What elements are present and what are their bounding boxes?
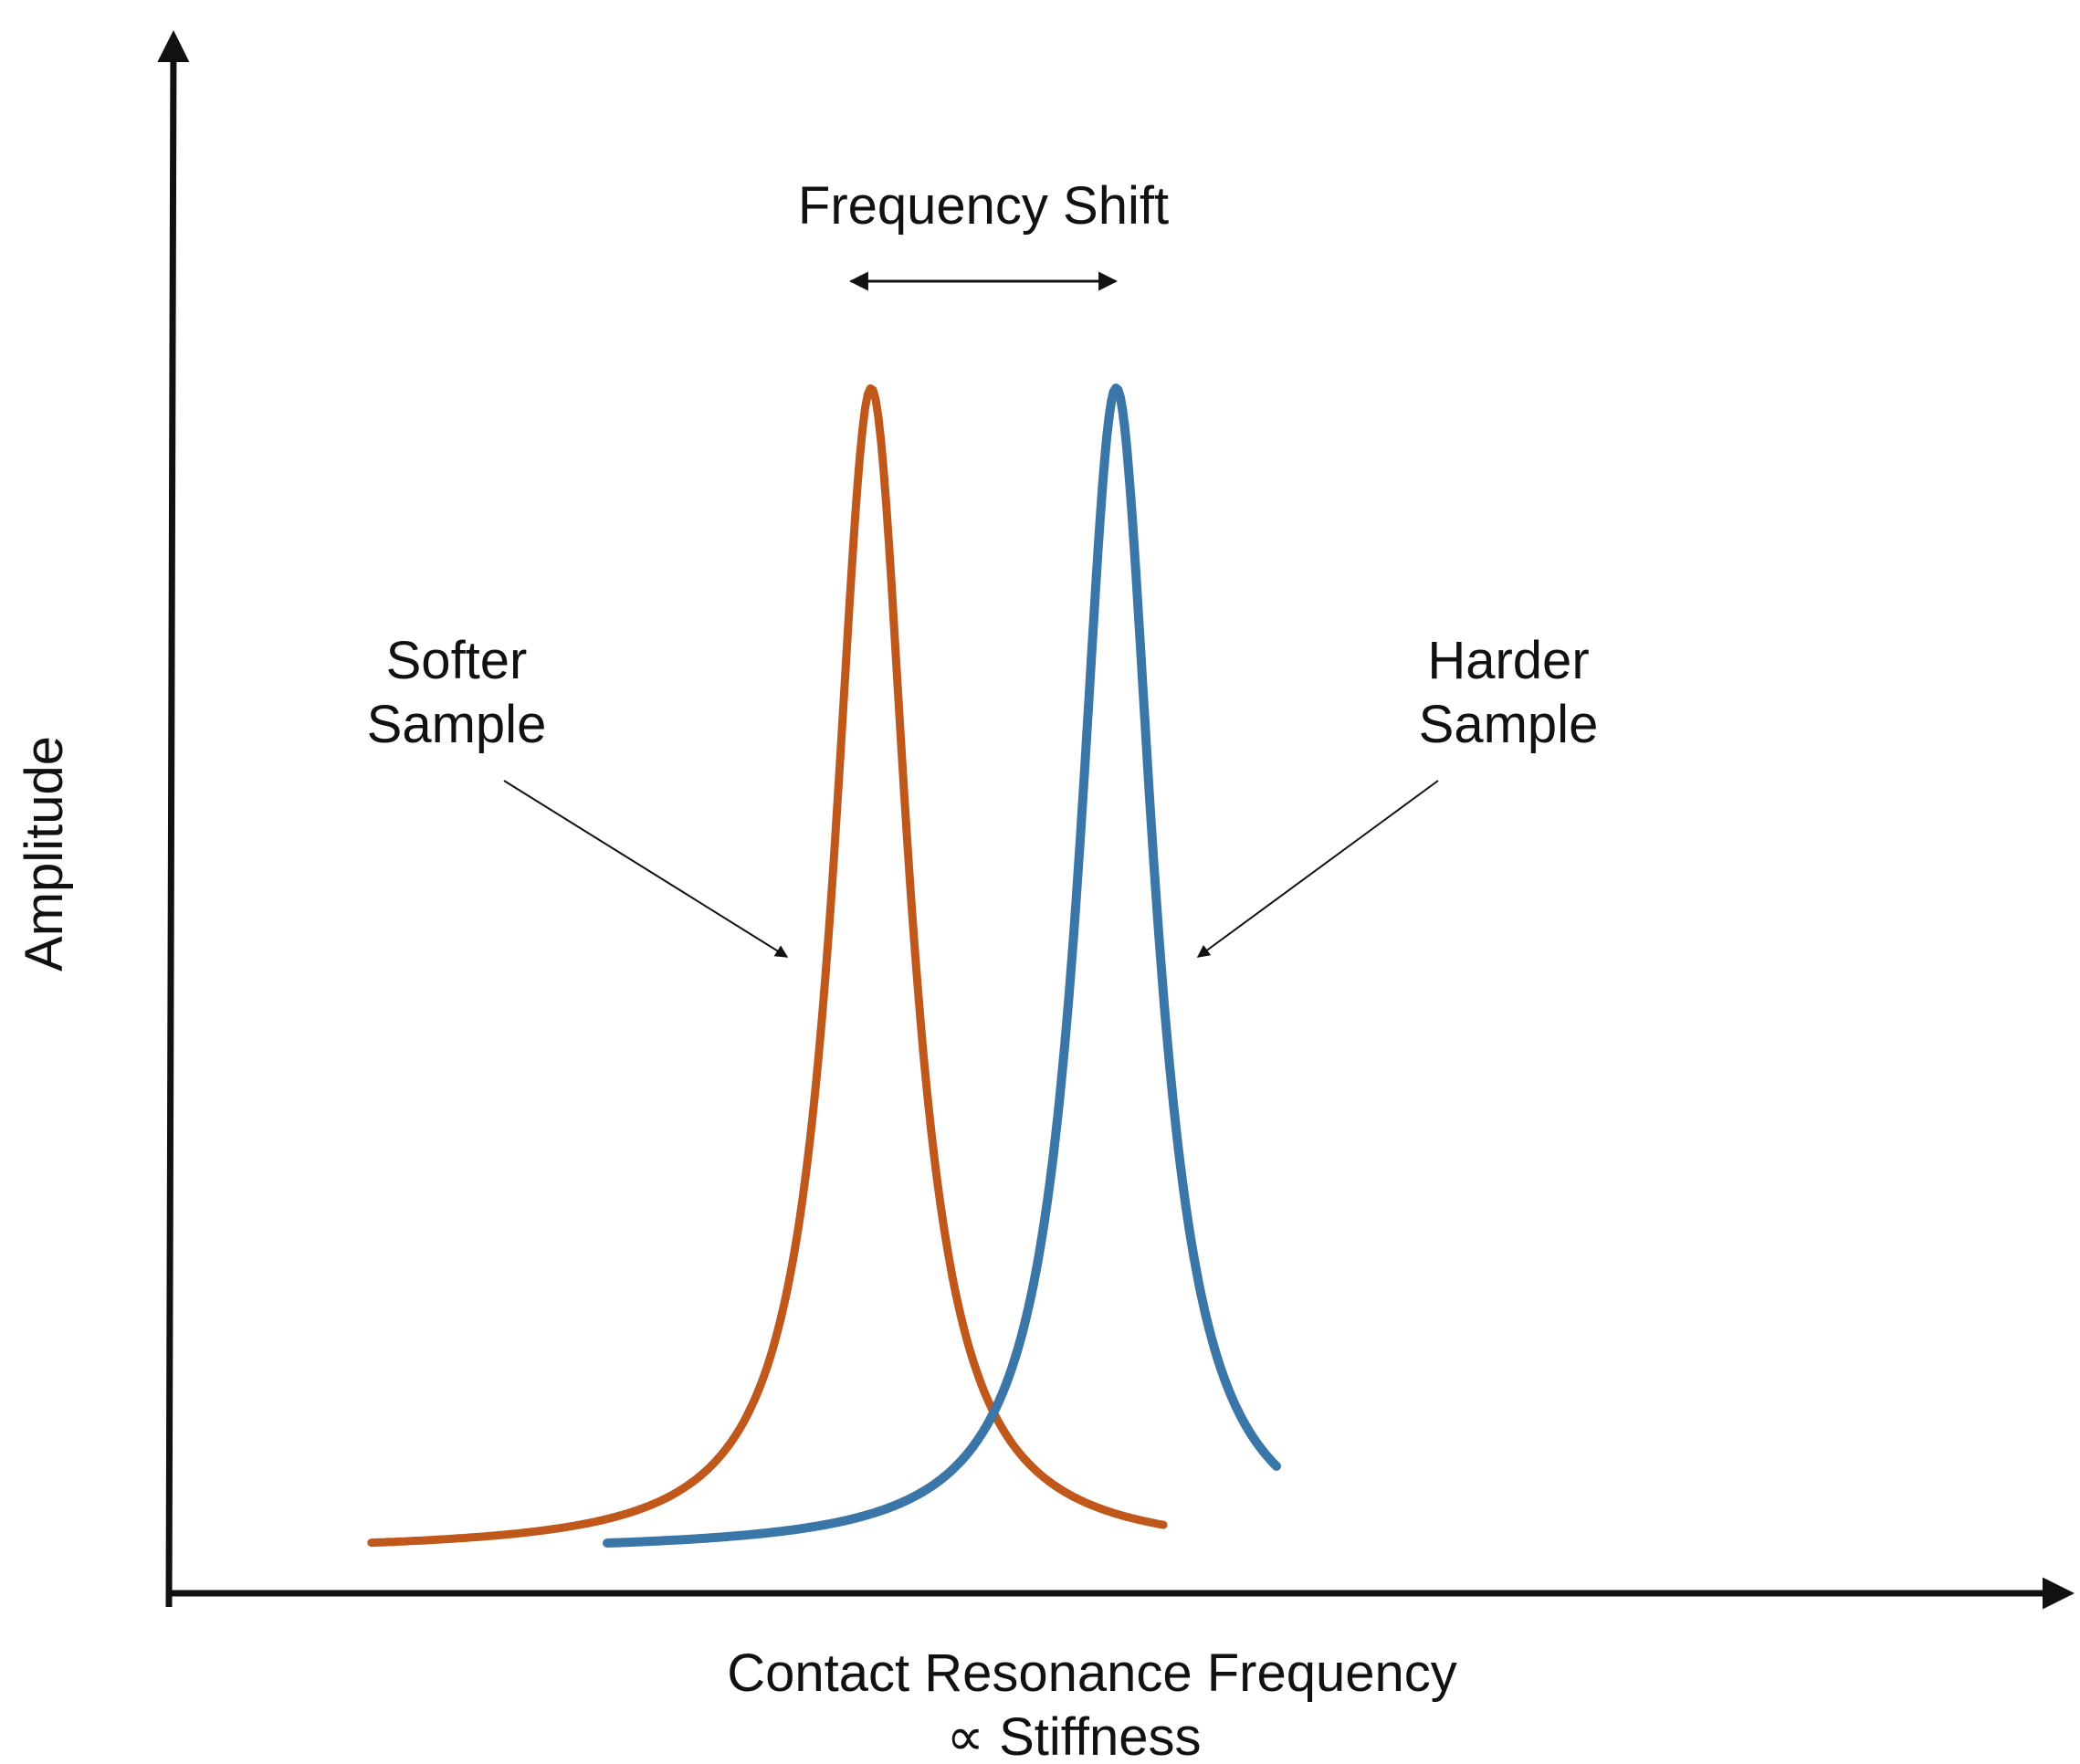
x-axis-label-line2: ∝ Stiffness (947, 1707, 1202, 1764)
harder-sample-curve (603, 383, 1281, 1548)
frequency-shift-label: Frequency Shift (798, 176, 1169, 236)
y-axis-label: Amplitude (15, 736, 74, 971)
harder-label-line2: Sample (1419, 695, 1599, 754)
harder-label-line1: Harder (1427, 631, 1589, 690)
softer-label-line1: Softer (386, 631, 528, 690)
x-axis-label-line1: Contact Resonance Frequency (727, 1643, 1457, 1703)
y-axis (157, 30, 190, 1608)
harder-pointer-arrow (1196, 780, 1439, 958)
softer-pointer-arrow (503, 780, 789, 958)
softer-label-line2: Sample (367, 695, 547, 754)
softer-sample-curve (367, 383, 1168, 1548)
